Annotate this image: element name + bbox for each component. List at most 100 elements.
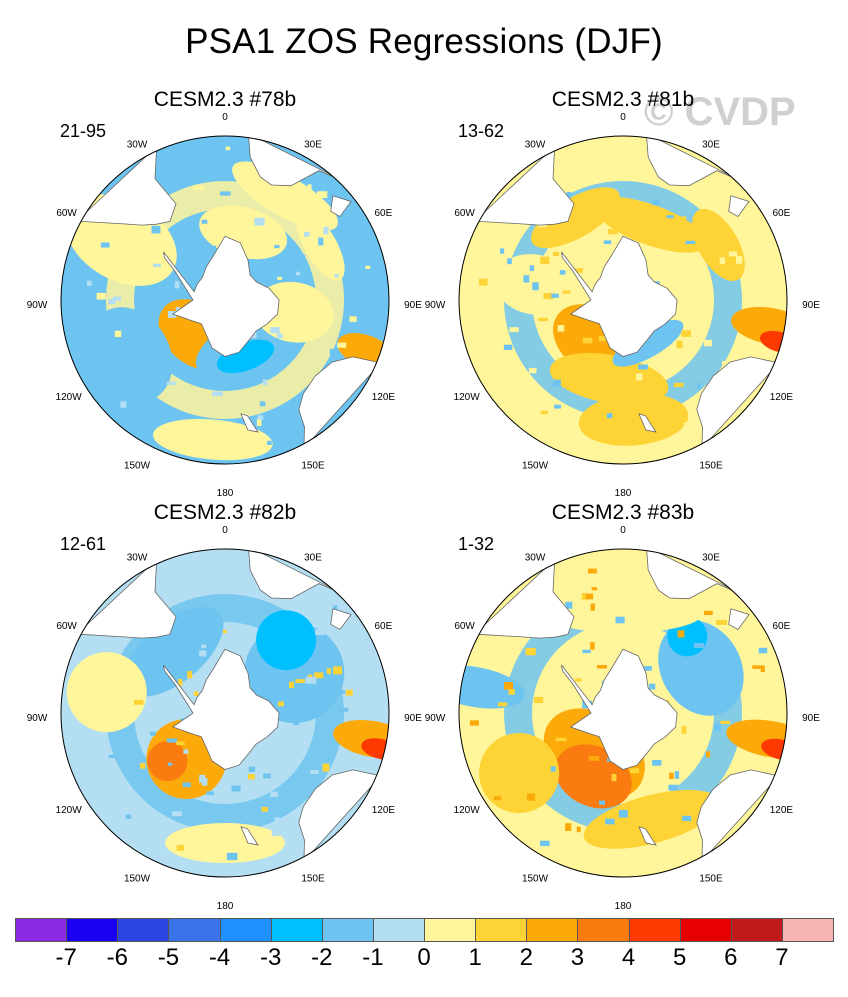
- anomaly-patch: [543, 593, 703, 633]
- speckle: [278, 701, 284, 707]
- longitude-label: 30W: [525, 140, 546, 151]
- speckle: [267, 440, 272, 446]
- map-panel-81b: CESM2.3 #81b 13-62 0 30E 60E 90E 120E 150E 180…: [423, 88, 823, 508]
- colorbar-box: [117, 918, 170, 942]
- speckle: [270, 791, 278, 797]
- speckle: [591, 587, 597, 591]
- longitude-label: 60E: [375, 621, 393, 632]
- speckle: [648, 683, 656, 690]
- polar-map: 0 30E 60E 90E 120E 150E 180 150W 120W 90W 60W 30W: [425, 112, 821, 499]
- speckle: [318, 237, 324, 246]
- map-panel-83b: CESM2.3 #83b 1-32 0 30E 60E 90E 120E 150E 180 1…: [423, 501, 823, 921]
- speckle: [276, 333, 283, 339]
- longitude-label: 30W: [525, 553, 546, 564]
- speckle: [498, 702, 508, 707]
- speckle: [176, 845, 185, 851]
- colorbar-box: [321, 918, 374, 942]
- colorbar: [15, 918, 834, 942]
- speckle: [692, 288, 700, 295]
- speckle: [469, 720, 479, 726]
- speckle: [534, 696, 544, 704]
- speckle: [175, 307, 181, 312]
- speckle: [261, 807, 268, 812]
- speckle: [199, 650, 207, 657]
- longitude-label: 30E: [304, 553, 322, 564]
- colorbar-tick-label: -4: [208, 944, 231, 971]
- longitude-label: 150E: [699, 460, 723, 471]
- longitude-label: 60W: [454, 621, 475, 632]
- longitude-label: 30W: [127, 553, 148, 564]
- colorbar-box: [219, 918, 272, 942]
- speckle: [277, 276, 282, 280]
- speckle: [588, 755, 600, 761]
- speckle: [722, 361, 731, 368]
- speckle: [704, 339, 712, 347]
- longitude-label: 120W: [56, 392, 83, 403]
- longitude-label: 120E: [770, 805, 794, 816]
- speckle: [565, 823, 572, 831]
- speckle: [652, 199, 660, 206]
- speckle: [504, 682, 514, 690]
- colorbar-tick-label: -5: [157, 944, 180, 971]
- colorbar-box: [628, 918, 681, 942]
- speckle: [307, 674, 313, 679]
- new-zealand-land: [240, 413, 259, 433]
- longitude-label: 90E: [802, 713, 820, 724]
- panel-title: CESM2.3 #83b: [551, 501, 695, 524]
- speckle: [365, 265, 371, 270]
- speckle: [166, 738, 178, 743]
- speckle: [587, 568, 597, 574]
- longitude-label: 120E: [770, 392, 794, 403]
- speckle: [345, 689, 353, 696]
- speckle: [575, 678, 582, 682]
- speckle: [271, 830, 280, 836]
- speckle: [120, 401, 127, 408]
- new-zealand-land: [638, 826, 657, 846]
- speckle: [683, 422, 689, 429]
- speckle: [629, 768, 640, 774]
- speckle: [716, 620, 727, 625]
- speckle: [509, 327, 519, 332]
- south-america-land: [75, 145, 177, 226]
- australia-land: [298, 769, 382, 863]
- longitude-label: 90W: [27, 713, 48, 724]
- colorbar-box: [475, 918, 528, 942]
- speckle: [167, 311, 177, 318]
- speckle: [151, 225, 161, 234]
- longitude-label: 60W: [454, 208, 475, 219]
- new-zealand-land: [638, 413, 657, 433]
- map-boundary: [60, 135, 390, 465]
- speckle: [697, 383, 702, 390]
- speckle: [681, 726, 687, 734]
- anomaly-patch: [86, 307, 173, 403]
- speckle: [673, 382, 684, 388]
- speckle: [528, 367, 537, 374]
- anomaly-patch: [123, 606, 224, 697]
- speckle: [500, 767, 510, 773]
- speckle: [760, 665, 765, 673]
- speckle: [193, 185, 204, 190]
- speckle: [605, 818, 615, 825]
- speckle: [603, 240, 612, 245]
- speckle: [676, 340, 683, 349]
- speckle: [191, 630, 197, 639]
- speckle: [550, 766, 556, 772]
- longitude-label: 150E: [699, 873, 723, 884]
- speckle: [598, 335, 606, 342]
- australia-land: [696, 356, 780, 450]
- speckle: [669, 772, 674, 780]
- speckle: [178, 679, 183, 686]
- speckle: [201, 778, 208, 786]
- longitude-label: 90W: [27, 300, 48, 311]
- speckle: [501, 773, 508, 777]
- speckle: [607, 228, 618, 235]
- speckle: [304, 231, 310, 237]
- speckle: [274, 245, 280, 249]
- speckle: [551, 293, 559, 298]
- polar-map: 0 30E 60E 90E 120E 150E 180 150W 120W 90W 60W 30W: [27, 112, 423, 499]
- speckle: [212, 391, 223, 397]
- colorbar-tick-label: -1: [362, 944, 384, 971]
- speckle: [257, 415, 264, 420]
- cvdp-watermark: © CVDP: [644, 90, 796, 134]
- longitude-label: 30E: [702, 140, 720, 151]
